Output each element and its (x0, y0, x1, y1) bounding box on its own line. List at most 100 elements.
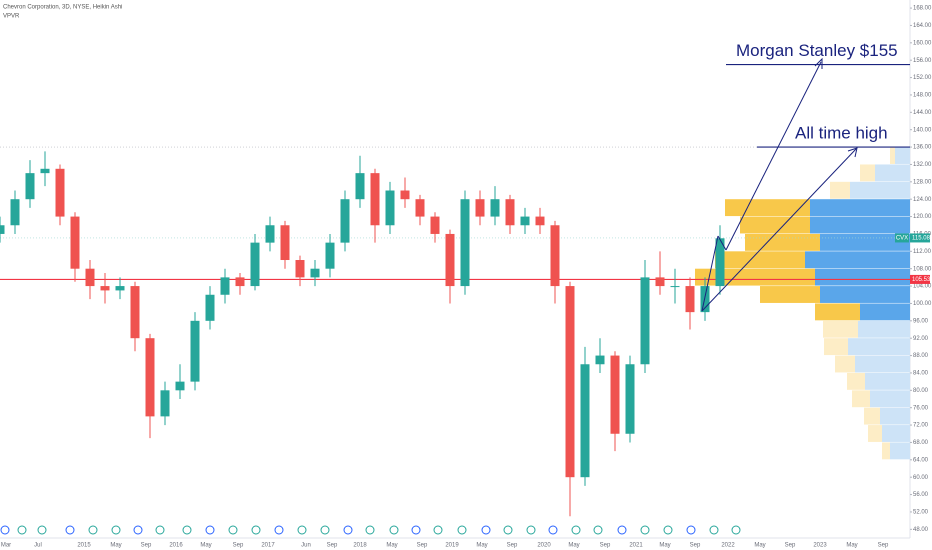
trend-line (717, 235, 727, 251)
annotation-text: Morgan Stanley $155 (736, 41, 898, 60)
x-tick-label: 2023 (813, 543, 827, 549)
candle-body (385, 190, 395, 226)
candle-body (175, 381, 185, 391)
profile-down (864, 407, 880, 425)
x-tick-label: 2022 (721, 543, 735, 549)
event-icon (251, 525, 261, 535)
profile-up (820, 286, 910, 303)
x-tick-label: 2019 (445, 543, 459, 549)
y-tick-label: 140.00 (913, 127, 932, 133)
x-tick-label: Sep (417, 543, 428, 549)
event-icons (0, 525, 741, 535)
y-tick-label: 72.00 (913, 423, 929, 429)
event-icon (389, 525, 399, 535)
event-icon (133, 525, 143, 535)
y-tick-label: 156.00 (913, 58, 932, 64)
event-icon (640, 525, 650, 535)
chart-title: Chevron Corporation, 3D, NYSE, Heikin As… (3, 5, 122, 11)
x-tick-label: Sep (507, 543, 518, 549)
profile-up (865, 372, 910, 390)
price-tag (910, 274, 930, 284)
symbol-tag-label: CVX (896, 236, 908, 242)
y-tick-label: 144.00 (913, 110, 932, 116)
candle-body (460, 199, 470, 287)
y-tick-label: 64.00 (913, 457, 929, 463)
profile-up (858, 320, 910, 338)
candle-body (670, 286, 680, 288)
profile-up (820, 233, 910, 251)
candle-body (85, 268, 95, 287)
y-tick-label: 92.00 (913, 336, 929, 342)
y-tick-label: 136.00 (913, 145, 932, 151)
profile-up (890, 442, 910, 460)
profile-up (895, 147, 910, 164)
y-tick-label: 160.00 (913, 40, 932, 46)
profile-down (860, 164, 875, 182)
profile-down (824, 338, 848, 356)
price-tag (910, 233, 930, 243)
candle-body (310, 268, 320, 278)
event-icon (320, 525, 330, 535)
x-tick-label: Sep (785, 543, 796, 549)
candle-body (145, 338, 155, 417)
x-tick-label: Sep (878, 543, 889, 549)
x-tick-label: Jun (301, 543, 311, 549)
profile-up (882, 425, 910, 442)
event-icon (617, 525, 627, 535)
profile-down (815, 303, 860, 321)
candle-body (250, 242, 260, 287)
x-tick-label: May (386, 543, 397, 549)
event-icon (548, 525, 558, 535)
trend-line (701, 235, 719, 312)
profile-down (852, 390, 870, 408)
x-tick-label: Jul (34, 543, 42, 549)
y-tick-label: 128.00 (913, 179, 932, 185)
annotation-text: All time high (795, 124, 888, 143)
candle-body (190, 320, 200, 382)
event-icon (481, 525, 491, 535)
candle-body (520, 216, 530, 226)
axes: 48.00 52.00 56.00 60.00 64.00 68.00 72.00 76.00… (1, 6, 932, 549)
x-tick-label: Sep (690, 543, 701, 549)
profile-up (810, 199, 910, 217)
y-tick-label: 48.00 (913, 527, 929, 533)
profile-up (875, 164, 910, 182)
y-tick-label: 88.00 (913, 353, 929, 359)
event-icon (365, 525, 375, 535)
x-tick-label: May (110, 543, 121, 549)
x-tick-label: May (754, 543, 765, 549)
y-tick-label: 124.00 (913, 197, 932, 203)
y-tick-label: 104.00 (913, 284, 932, 290)
profile-up (848, 338, 910, 356)
candle-body (685, 286, 695, 313)
y-tick-label: 152.00 (913, 75, 932, 81)
x-tick-label: May (476, 543, 487, 549)
x-tick-label: Mar (1, 543, 11, 549)
y-tick-label: 96.00 (913, 318, 929, 324)
candle-body (25, 173, 35, 200)
profile-down (823, 320, 858, 338)
candle-body (325, 242, 335, 269)
profile-up (805, 251, 910, 269)
event-icon (274, 525, 284, 535)
candle-body (715, 238, 725, 287)
profile-down (745, 233, 820, 251)
candle-body (100, 286, 110, 291)
event-icon (709, 525, 719, 535)
x-tick-label: May (568, 543, 579, 549)
profile-down (715, 251, 805, 269)
candle-body (160, 390, 170, 417)
event-icon (731, 525, 741, 535)
y-tick-label: 148.00 (913, 93, 932, 99)
x-tick-label: May (846, 543, 857, 549)
candle-body (0, 225, 5, 234)
profile-up (810, 216, 910, 234)
event-icon (593, 525, 603, 535)
x-tick-label: 2018 (353, 543, 367, 549)
x-tick-label: Sep (233, 543, 244, 549)
event-icon (88, 525, 98, 535)
x-tick-label: May (200, 543, 211, 549)
x-tick-label: 2015 (77, 543, 91, 549)
event-icon (228, 525, 238, 535)
